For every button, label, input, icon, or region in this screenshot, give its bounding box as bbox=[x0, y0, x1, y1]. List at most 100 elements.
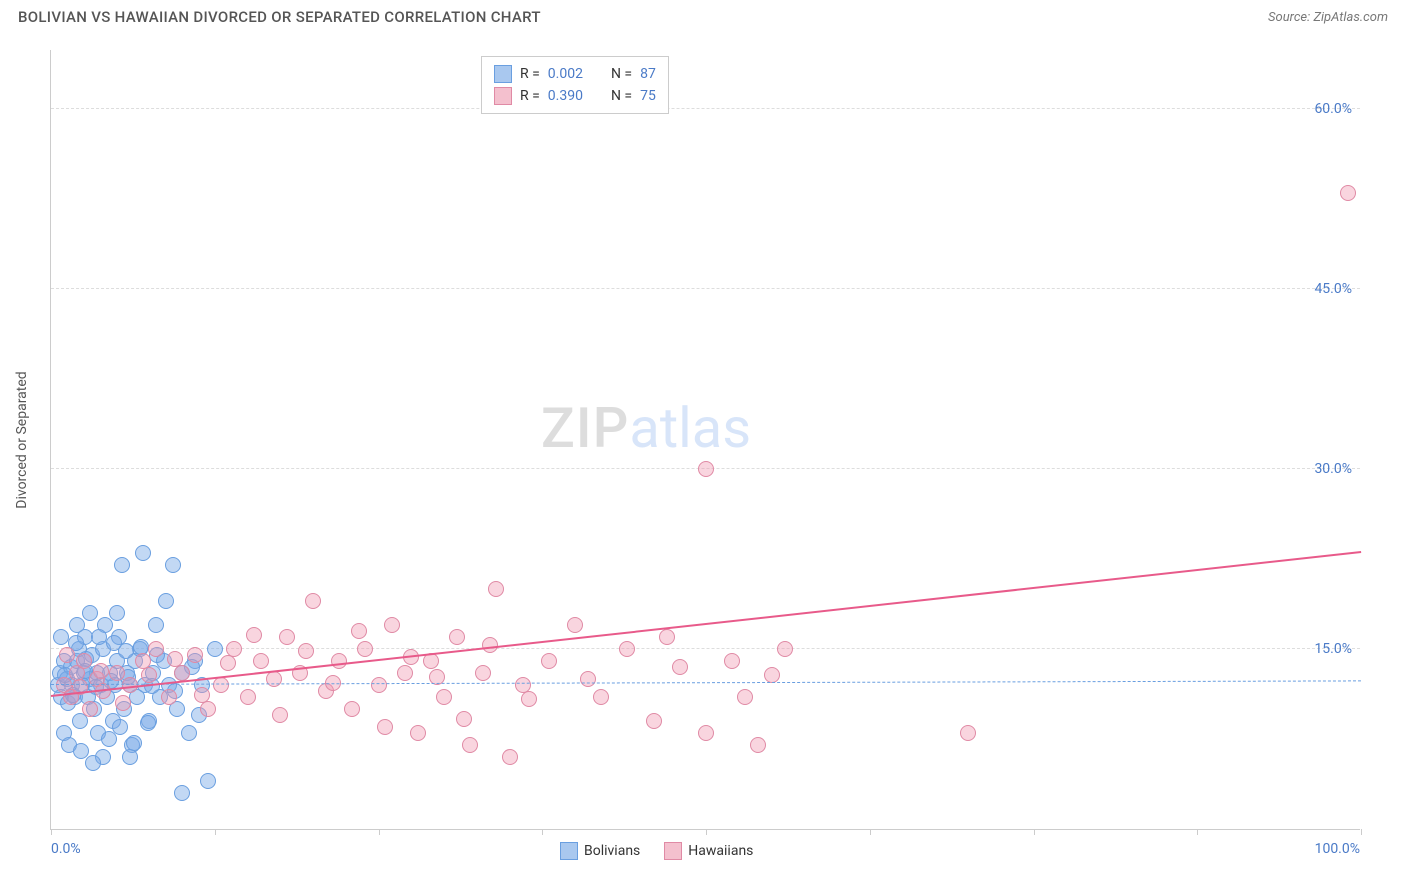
hawaiians-point bbox=[76, 653, 92, 669]
legend-r-value: 0.002 bbox=[548, 66, 583, 82]
legend-r-value: 0.390 bbox=[548, 88, 583, 104]
legend-bottom-item: Bolivians bbox=[560, 842, 640, 860]
x-tick bbox=[870, 829, 871, 835]
hawaiians-point bbox=[475, 665, 491, 681]
legend-r-label: R = bbox=[520, 88, 540, 104]
hawaiians-point bbox=[220, 655, 236, 671]
bolivians-point bbox=[101, 731, 117, 747]
hawaiians-point bbox=[737, 689, 753, 705]
bolivians-point bbox=[118, 643, 134, 659]
legend-n-label: N = bbox=[611, 88, 632, 104]
hawaiians-point bbox=[619, 641, 635, 657]
hawaiians-point bbox=[384, 617, 400, 633]
hawaiians-point bbox=[410, 725, 426, 741]
hawaiians-point bbox=[331, 653, 347, 669]
hawaiians-point bbox=[377, 719, 393, 735]
hawaiians-point bbox=[167, 651, 183, 667]
legend-bottom: Bolivians Hawaiians bbox=[560, 842, 753, 860]
legend-swatch bbox=[494, 87, 512, 105]
legend-r-label: R = bbox=[520, 66, 540, 82]
hawaiians-point bbox=[449, 629, 465, 645]
legend-n-value: 75 bbox=[640, 88, 656, 104]
bolivians-point bbox=[69, 617, 85, 633]
bolivians-point bbox=[85, 755, 101, 771]
y-tick-label: 45.0% bbox=[1314, 281, 1352, 297]
x-tick bbox=[1197, 829, 1198, 835]
bolivians-point bbox=[112, 719, 128, 735]
hawaiians-point bbox=[82, 701, 98, 717]
legend-bottom-label: Hawaiians bbox=[688, 843, 753, 859]
bolivians-point bbox=[174, 785, 190, 801]
hawaiians-point bbox=[646, 713, 662, 729]
hawaiians-point bbox=[567, 617, 583, 633]
bolivians-point bbox=[114, 557, 130, 573]
x-tick bbox=[706, 829, 707, 835]
bolivians-point bbox=[207, 641, 223, 657]
hawaiians-point bbox=[272, 707, 288, 723]
legend-bottom-label: Bolivians bbox=[584, 843, 640, 859]
chart-source: Source: ZipAtlas.com bbox=[1268, 10, 1388, 25]
hawaiians-point bbox=[456, 711, 472, 727]
y-tick-label: 60.0% bbox=[1314, 101, 1352, 117]
x-tick bbox=[1361, 829, 1362, 835]
bolivians-point bbox=[109, 605, 125, 621]
hawaiians-point bbox=[1340, 185, 1356, 201]
bolivians-point bbox=[82, 605, 98, 621]
legend-swatch bbox=[494, 65, 512, 83]
hawaiians-point bbox=[764, 667, 780, 683]
x-tick bbox=[379, 829, 380, 835]
x-axis-max-label: 100.0% bbox=[1315, 841, 1360, 857]
legend-n-label: N = bbox=[611, 66, 632, 82]
x-tick bbox=[51, 829, 52, 835]
y-axis-label: Divorced or Separated bbox=[14, 371, 30, 508]
hawaiians-point bbox=[93, 663, 109, 679]
bolivians-point bbox=[140, 715, 156, 731]
hawaiians-point bbox=[541, 653, 557, 669]
legend-n-value: 87 bbox=[640, 66, 656, 82]
bolivians-point bbox=[135, 545, 151, 561]
hawaiians-trend-line bbox=[51, 551, 1361, 697]
chart-header: BOLIVIAN VS HAWAIIAN DIVORCED OR SEPARAT… bbox=[0, 0, 1406, 30]
watermark: ZIPatlas bbox=[541, 395, 751, 461]
hawaiians-point bbox=[141, 667, 157, 683]
bolivians-point bbox=[126, 735, 142, 751]
hawaiians-point bbox=[659, 629, 675, 645]
legend-swatch bbox=[560, 842, 578, 860]
hawaiians-point bbox=[521, 691, 537, 707]
hawaiians-point bbox=[371, 677, 387, 693]
grid-line bbox=[51, 648, 1360, 649]
hawaiians-point bbox=[351, 623, 367, 639]
hawaiians-point bbox=[698, 725, 714, 741]
hawaiians-point bbox=[161, 689, 177, 705]
hawaiians-point bbox=[187, 647, 203, 663]
hawaiians-point bbox=[357, 641, 373, 657]
hawaiians-point bbox=[194, 687, 210, 703]
hawaiians-point bbox=[750, 737, 766, 753]
hawaiians-point bbox=[298, 643, 314, 659]
legend-swatch bbox=[664, 842, 682, 860]
hawaiians-point bbox=[109, 665, 125, 681]
hawaiians-point bbox=[279, 629, 295, 645]
bolivians-point bbox=[122, 749, 138, 765]
hawaiians-point bbox=[213, 677, 229, 693]
hawaiians-point bbox=[488, 581, 504, 597]
hawaiians-point bbox=[246, 627, 262, 643]
legend-bottom-item: Hawaiians bbox=[664, 842, 753, 860]
legend-top: R = 0.002 N = 87 R = 0.390 N = 75 bbox=[481, 56, 669, 114]
hawaiians-point bbox=[724, 653, 740, 669]
chart-title: BOLIVIAN VS HAWAIIAN DIVORCED OR SEPARAT… bbox=[18, 8, 541, 26]
grid-line bbox=[51, 108, 1360, 109]
x-tick bbox=[542, 829, 543, 835]
hawaiians-point bbox=[253, 653, 269, 669]
x-axis-min-label: 0.0% bbox=[51, 841, 81, 857]
hawaiians-point bbox=[672, 659, 688, 675]
hawaiians-point bbox=[266, 671, 282, 687]
grid-line bbox=[51, 288, 1360, 289]
scatter-chart: ZIPatlas 15.0%30.0%45.0%60.0%0.0%100.0%R… bbox=[50, 50, 1360, 830]
x-tick bbox=[1034, 829, 1035, 835]
hawaiians-point bbox=[200, 701, 216, 717]
hawaiians-point bbox=[436, 689, 452, 705]
hawaiians-point bbox=[240, 689, 256, 705]
bolivians-point bbox=[158, 593, 174, 609]
y-tick-label: 30.0% bbox=[1314, 461, 1352, 477]
